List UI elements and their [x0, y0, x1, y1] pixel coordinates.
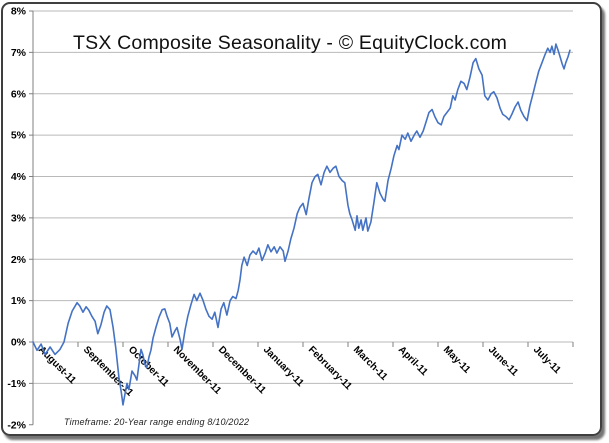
seasonality-line — [32, 43, 571, 406]
y-axis-label: 4% — [11, 171, 27, 183]
y-axis-label: -2% — [7, 419, 26, 431]
x-axis-label: June-11 — [486, 344, 520, 378]
x-axis-label: November-11 — [171, 344, 223, 396]
y-axis-label: 6% — [11, 88, 27, 100]
y-axis-labels: 8% 7% 6% 5% 4% 3% 2% 1% 0% -1% -2% — [7, 6, 26, 432]
x-axis-label: February-11 — [306, 344, 354, 392]
y-axis-label: 1% — [11, 295, 27, 307]
axes — [29, 10, 574, 426]
x-axis-label: July-11 — [531, 344, 563, 376]
x-axis-label: April-11 — [396, 344, 430, 378]
timeframe-note: Timeframe: 20-Year range ending 8/10/202… — [64, 417, 250, 427]
x-axis-label: May-11 — [441, 344, 473, 376]
y-axis-label: 8% — [11, 6, 27, 18]
x-axis-label: October-11 — [126, 344, 171, 389]
y-axis-label: 0% — [11, 337, 27, 349]
y-axis-label: 7% — [11, 47, 27, 59]
x-axis-label: December-11 — [216, 344, 268, 396]
y-axis-label: 5% — [11, 130, 27, 142]
y-axis-label: 3% — [11, 212, 27, 224]
x-axis-label: March-11 — [351, 344, 390, 383]
x-axis-label: January-11 — [261, 344, 306, 389]
y-axis-label: 2% — [11, 254, 27, 266]
x-axis-label: August-11 — [36, 344, 78, 386]
gridlines — [33, 10, 573, 384]
chart-title: TSX Composite Seasonality - © EquityCloc… — [73, 32, 508, 54]
y-axis-label: -1% — [7, 378, 26, 390]
